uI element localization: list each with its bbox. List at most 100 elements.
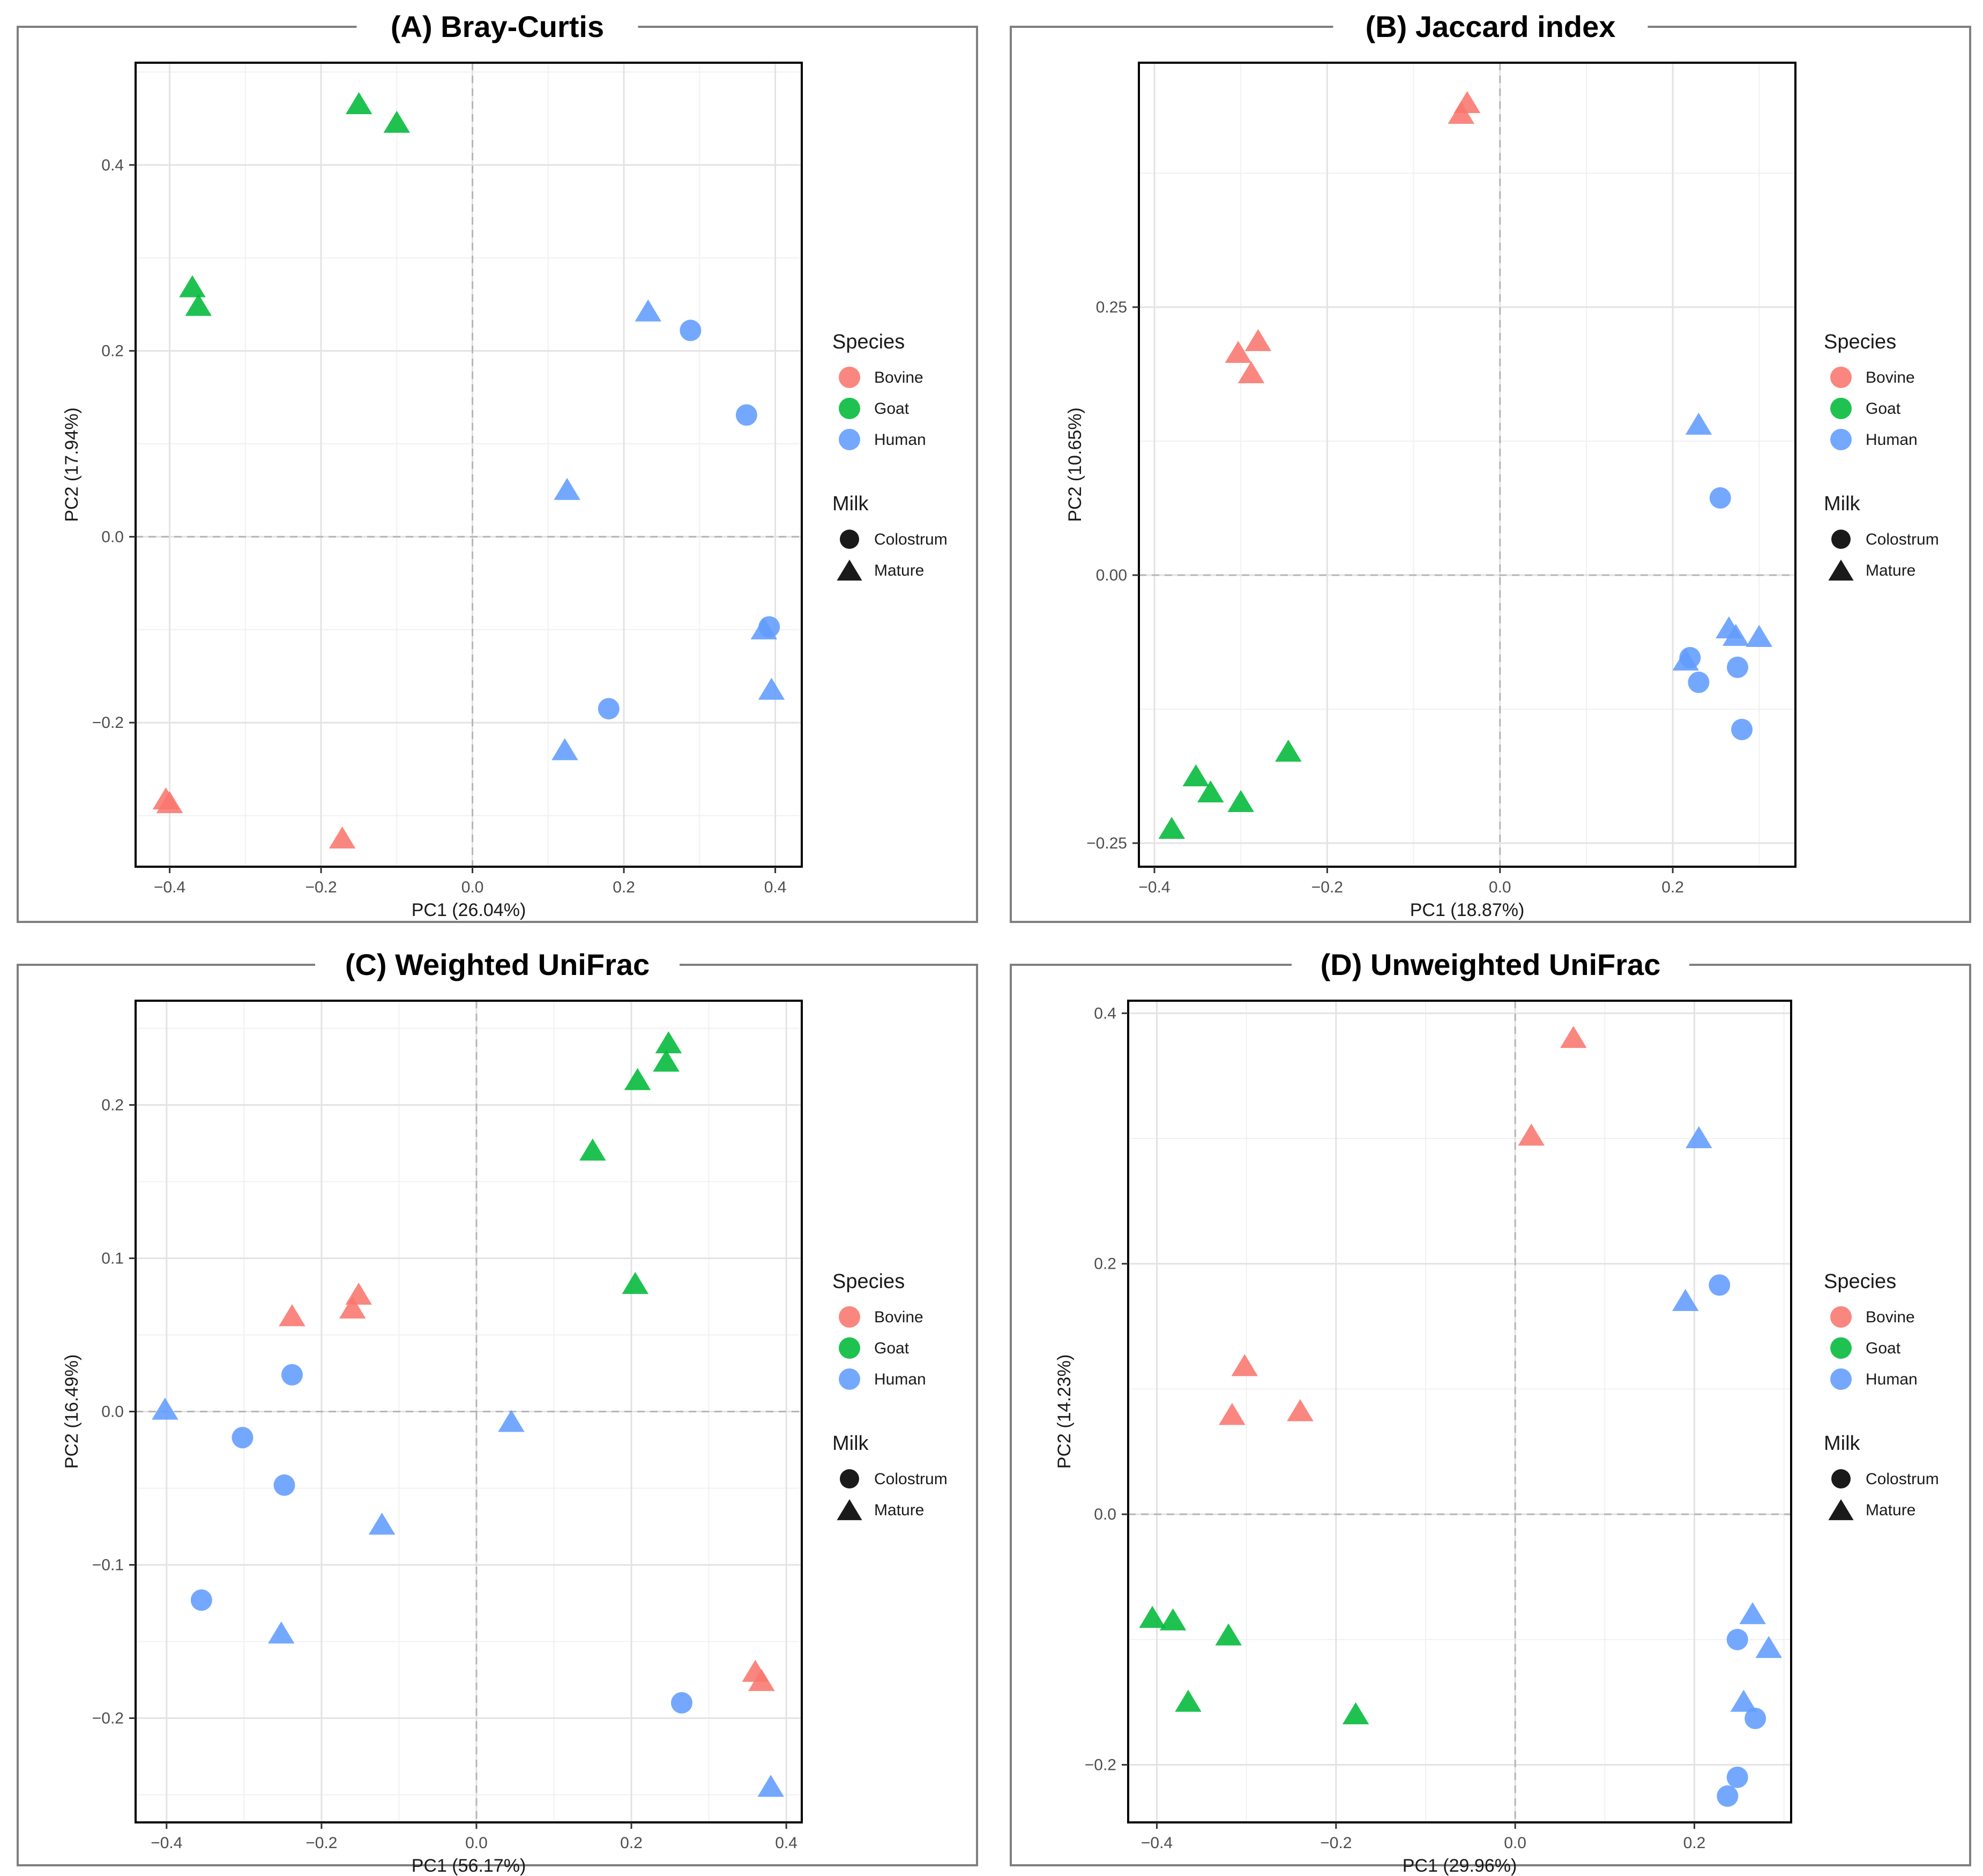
y-tick-label: 0.1 — [101, 1249, 124, 1267]
y-tick-label: −0.2 — [92, 714, 124, 732]
y-tick-label: −0.25 — [1086, 835, 1127, 852]
y-axis-title: PC2 (10.65%) — [1065, 407, 1085, 522]
legend-key-goat — [839, 398, 860, 419]
x-tick-label: 0.4 — [775, 1834, 797, 1852]
legend-key-mature — [837, 1499, 862, 1521]
data-point-human-mature — [758, 678, 785, 700]
legend-milk-title: Milk — [832, 1432, 869, 1455]
panel-title: (C) Weighted UniFrac — [345, 948, 650, 981]
legend-key-human — [839, 429, 860, 450]
data-point-human-colostrum — [1727, 657, 1749, 678]
legend-label-bovine: Bovine — [874, 1308, 923, 1326]
data-point-human-mature — [757, 1775, 784, 1797]
legend-label-human: Human — [874, 1371, 926, 1388]
legend-key-bovine — [1830, 367, 1852, 388]
y-tick-label: 0.0 — [101, 528, 124, 546]
title-gap — [1333, 5, 1648, 48]
data-point-bovine-mature — [1244, 329, 1272, 352]
legend-milk-title: Milk — [832, 493, 869, 515]
legend-species-title: Species — [1824, 331, 1896, 353]
x-axis-title: PC1 (56.17%) — [412, 1856, 526, 1876]
data-point-goat-mature — [1197, 780, 1224, 803]
legend: Species Bovine Goat Human Milk Colostrum Matur… — [832, 1270, 948, 1521]
legend-key-colostrum — [840, 530, 859, 549]
data-point-goat-mature — [579, 1138, 606, 1161]
legend-label-human: Human — [1866, 1371, 1918, 1388]
data-point-human-mature — [1755, 1636, 1782, 1658]
title-gap — [1292, 943, 1689, 986]
legend-key-human — [1830, 429, 1852, 450]
legend-key-human — [839, 1368, 860, 1390]
y-tick-label: −0.2 — [92, 1710, 124, 1728]
x-tick-label: 0.2 — [620, 1834, 643, 1852]
y-tick-label: 0.2 — [101, 343, 124, 360]
legend-key-mature — [1828, 560, 1854, 581]
legend-milk-title: Milk — [1824, 1432, 1861, 1455]
data-point-bovine-mature — [1219, 1403, 1246, 1425]
y-tick-label: 0.4 — [101, 157, 124, 174]
data-point-goat-mature — [655, 1031, 682, 1054]
data-point-goat-mature — [383, 110, 411, 133]
data-point-human-mature — [1746, 624, 1773, 647]
plot-border — [1127, 1000, 1792, 1823]
legend-species-title: Species — [832, 1270, 905, 1293]
x-tick-label: −0.4 — [151, 1834, 182, 1852]
legend-label-goat: Goat — [1866, 400, 1901, 418]
x-tick-label: 0.0 — [461, 879, 484, 896]
legend-label-goat: Goat — [874, 1339, 910, 1357]
x-tick-label: −0.4 — [1138, 879, 1170, 896]
data-point-human-mature — [152, 1397, 178, 1420]
legend-key-bovine — [839, 367, 860, 388]
data-point-bovine-mature — [279, 1304, 305, 1327]
legend-label-mature: Mature — [874, 562, 924, 579]
data-point-human-mature — [551, 738, 578, 761]
y-tick-label: 0.4 — [1094, 1004, 1116, 1022]
legend-key-colostrum — [840, 1469, 859, 1488]
data-point-goat-mature — [179, 275, 206, 297]
data-point-goat-mature — [1139, 1605, 1166, 1628]
legend-species-title: Species — [832, 331, 905, 353]
y-tick-label: 0.0 — [101, 1403, 124, 1421]
legend-key-goat — [839, 1337, 860, 1359]
plot-border — [1138, 62, 1796, 868]
legend-label-mature: Mature — [1866, 562, 1915, 579]
data-point-human-colostrum — [1688, 672, 1710, 693]
data-point-human-colostrum — [1726, 1628, 1748, 1650]
data-point-bovine-mature — [1237, 361, 1265, 384]
data-point-human-colostrum — [273, 1474, 295, 1496]
data-point-human-colostrum — [735, 404, 757, 426]
y-tick-label: 0.2 — [101, 1096, 124, 1114]
x-tick-label: 0.2 — [1683, 1834, 1706, 1852]
data-point-goat-mature — [1342, 1702, 1369, 1725]
legend-species-title: Species — [1824, 1270, 1896, 1293]
data-point-bovine-mature — [156, 791, 183, 814]
data-point-human-colostrum — [1709, 1274, 1731, 1296]
data-point-goat-mature — [1227, 790, 1254, 813]
data-point-goat-mature — [1175, 1689, 1202, 1712]
panel-b: −0.4 −0.2 0.0 0.2 −0.25 0.00 0.25 PC1 (18.87%) P… — [1010, 5, 1971, 923]
panel-d: −0.4 −0.2 0.0 0.2 −0.2 0.0 0.2 0.4 PC1 (29.96%) P… — [1010, 943, 1971, 1876]
legend: Species Bovine Goat Human Milk Colostrum Matur… — [1824, 1270, 1939, 1521]
data-point-bovine-mature — [1448, 101, 1474, 124]
x-tick-label: 0.0 — [1504, 1834, 1526, 1852]
panel-title: (D) Unweighted UniFrac — [1321, 948, 1661, 981]
data-point-goat-mature — [653, 1049, 680, 1072]
legend-label-mature: Mature — [1866, 1501, 1915, 1519]
data-point-human-colostrum — [1717, 1785, 1739, 1807]
data-point-human-colostrum — [190, 1589, 212, 1611]
legend-label-colostrum: Colostrum — [1866, 531, 1939, 548]
legend-key-colostrum — [1831, 1469, 1851, 1488]
data-point-human-mature — [1730, 1689, 1757, 1712]
data-point-bovine-mature — [329, 826, 356, 848]
legend-key-goat — [1830, 398, 1852, 419]
plot-area — [136, 63, 802, 867]
legend-key-mature — [837, 560, 862, 581]
data-point-human-mature — [635, 299, 662, 322]
x-tick-label: −0.2 — [1311, 879, 1343, 896]
legend-label-goat: Goat — [874, 400, 910, 418]
y-tick-label: 0.00 — [1096, 567, 1127, 584]
legend-label-mature: Mature — [874, 1501, 924, 1519]
x-axis-title: PC1 (18.87%) — [1410, 900, 1525, 920]
data-point-human-mature — [1739, 1602, 1766, 1625]
